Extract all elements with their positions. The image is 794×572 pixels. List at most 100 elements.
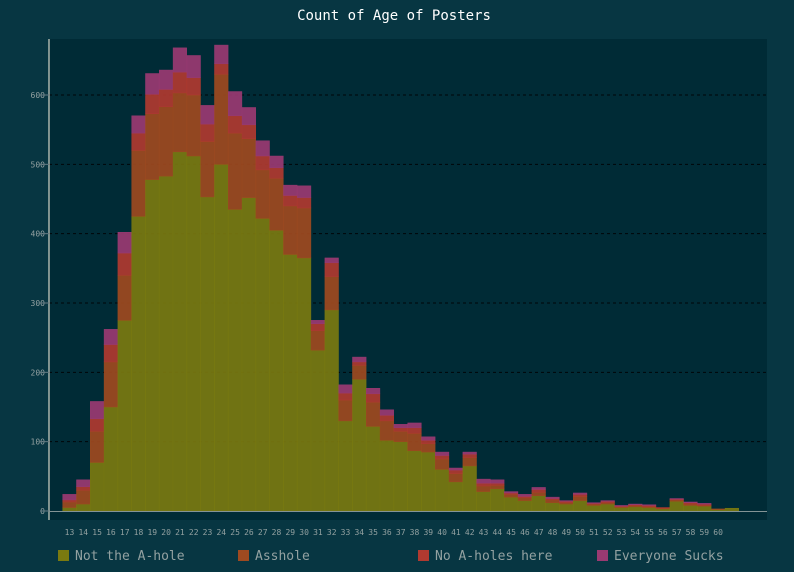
x-tick-label: 18 bbox=[134, 528, 144, 537]
bar-segment bbox=[642, 504, 657, 506]
bar-segment bbox=[614, 505, 629, 507]
bar-segment bbox=[352, 365, 367, 380]
bar-segment bbox=[517, 497, 532, 501]
x-tick-label: 30 bbox=[299, 528, 309, 537]
bar-segment bbox=[117, 252, 132, 276]
bar-segment bbox=[393, 441, 408, 512]
bar-segment bbox=[200, 141, 215, 198]
x-tick-label: 19 bbox=[147, 528, 157, 537]
bar-segment bbox=[573, 492, 588, 495]
bar-segment bbox=[186, 155, 201, 512]
bar-segment bbox=[103, 361, 118, 408]
bar-segment bbox=[214, 73, 229, 165]
y-tick-label: 200 bbox=[31, 368, 46, 377]
x-tick-label: 46 bbox=[520, 528, 530, 537]
legend-label: Asshole bbox=[255, 549, 310, 564]
bar-segment bbox=[476, 485, 491, 492]
legend-swatch bbox=[58, 550, 69, 561]
legend-item[interactable]: Asshole bbox=[238, 549, 310, 564]
x-tick-label: 48 bbox=[548, 528, 558, 537]
legend-item[interactable]: No A-holes here bbox=[418, 549, 553, 564]
bar-segment bbox=[517, 500, 532, 512]
bar-segment bbox=[338, 392, 353, 401]
legend-item[interactable]: Everyone Sucks bbox=[597, 549, 724, 564]
x-tick-label: 29 bbox=[285, 528, 295, 537]
x-tick-label: 52 bbox=[603, 528, 613, 537]
x-tick-label: 22 bbox=[189, 528, 199, 537]
bar-segment bbox=[310, 320, 325, 325]
legend: Not the A-hole Asshole No A-holes here Ever… bbox=[58, 549, 724, 564]
x-tick-label: 55 bbox=[644, 528, 654, 537]
bar-segment bbox=[697, 503, 712, 505]
bar-segment bbox=[269, 167, 284, 179]
bar-segment bbox=[379, 415, 394, 422]
bar-segment bbox=[172, 151, 187, 512]
y-tick-label: 400 bbox=[31, 230, 46, 239]
bar-segment bbox=[669, 498, 684, 500]
bar-segment bbox=[297, 185, 312, 198]
bar-segment bbox=[214, 44, 229, 65]
x-tick-label: 34 bbox=[354, 528, 364, 537]
bar-segment bbox=[573, 500, 588, 512]
bar-segment bbox=[131, 132, 146, 151]
bar-segment bbox=[393, 427, 408, 432]
bar-segment bbox=[186, 94, 201, 157]
bar-segment bbox=[186, 77, 201, 96]
bar-segment bbox=[159, 89, 174, 108]
bar-segment bbox=[490, 485, 505, 490]
legend-label: No A-holes here bbox=[435, 549, 553, 564]
bar-segment bbox=[62, 507, 77, 512]
bar-segment bbox=[600, 500, 615, 502]
bar-segment bbox=[573, 496, 588, 501]
bar-segment bbox=[435, 469, 450, 512]
x-tick-label: 42 bbox=[465, 528, 475, 537]
bar-segment bbox=[448, 473, 463, 483]
bar-segment bbox=[297, 257, 312, 512]
bar-segment bbox=[200, 123, 215, 142]
bar-segment bbox=[90, 401, 105, 420]
bar-segment bbox=[531, 487, 546, 490]
bar-segment bbox=[186, 55, 201, 78]
x-tick-label: 56 bbox=[658, 528, 668, 537]
bar-segment bbox=[421, 443, 436, 453]
legend-item[interactable]: Not the A-hole bbox=[58, 549, 185, 564]
bar-segment bbox=[103, 344, 118, 363]
bar-segment bbox=[711, 508, 726, 510]
bar-segment bbox=[545, 496, 560, 499]
bar-segment bbox=[76, 503, 91, 512]
bar-segment bbox=[200, 105, 215, 125]
bar-segment bbox=[531, 492, 546, 496]
x-tick-label: 17 bbox=[120, 528, 130, 537]
bar-segment bbox=[255, 169, 270, 219]
x-tick-label: 39 bbox=[423, 528, 433, 537]
axes bbox=[48, 39, 767, 520]
bar-segment bbox=[393, 424, 408, 429]
legend-swatch bbox=[238, 550, 249, 561]
bar-segment bbox=[531, 495, 546, 512]
y-tick-label: 600 bbox=[31, 91, 46, 100]
bar-segment bbox=[228, 91, 243, 117]
bar-segment bbox=[697, 505, 712, 512]
x-tick-label: 37 bbox=[396, 528, 406, 537]
bar-segment bbox=[159, 69, 174, 90]
bar-segment bbox=[462, 457, 477, 467]
bar-segment bbox=[683, 501, 698, 503]
bar-segment bbox=[586, 505, 601, 512]
x-tick-label: 41 bbox=[451, 528, 461, 537]
bar-segment bbox=[407, 427, 422, 434]
bar-segment bbox=[297, 197, 312, 209]
x-tick-label: 60 bbox=[713, 528, 723, 537]
x-tick-label: 53 bbox=[617, 528, 627, 537]
bar-segment bbox=[683, 505, 698, 512]
bar-segment bbox=[462, 453, 477, 458]
bars bbox=[62, 44, 739, 512]
bar-segment bbox=[283, 195, 298, 207]
bar-segment bbox=[76, 486, 91, 491]
bar-segment bbox=[117, 275, 132, 321]
bar-segment bbox=[476, 491, 491, 512]
bar-segment bbox=[310, 349, 325, 512]
bar-segment bbox=[283, 184, 298, 196]
x-tick-label: 57 bbox=[672, 528, 682, 537]
x-tick-label: 20 bbox=[161, 528, 171, 537]
legend-swatch bbox=[418, 550, 429, 561]
